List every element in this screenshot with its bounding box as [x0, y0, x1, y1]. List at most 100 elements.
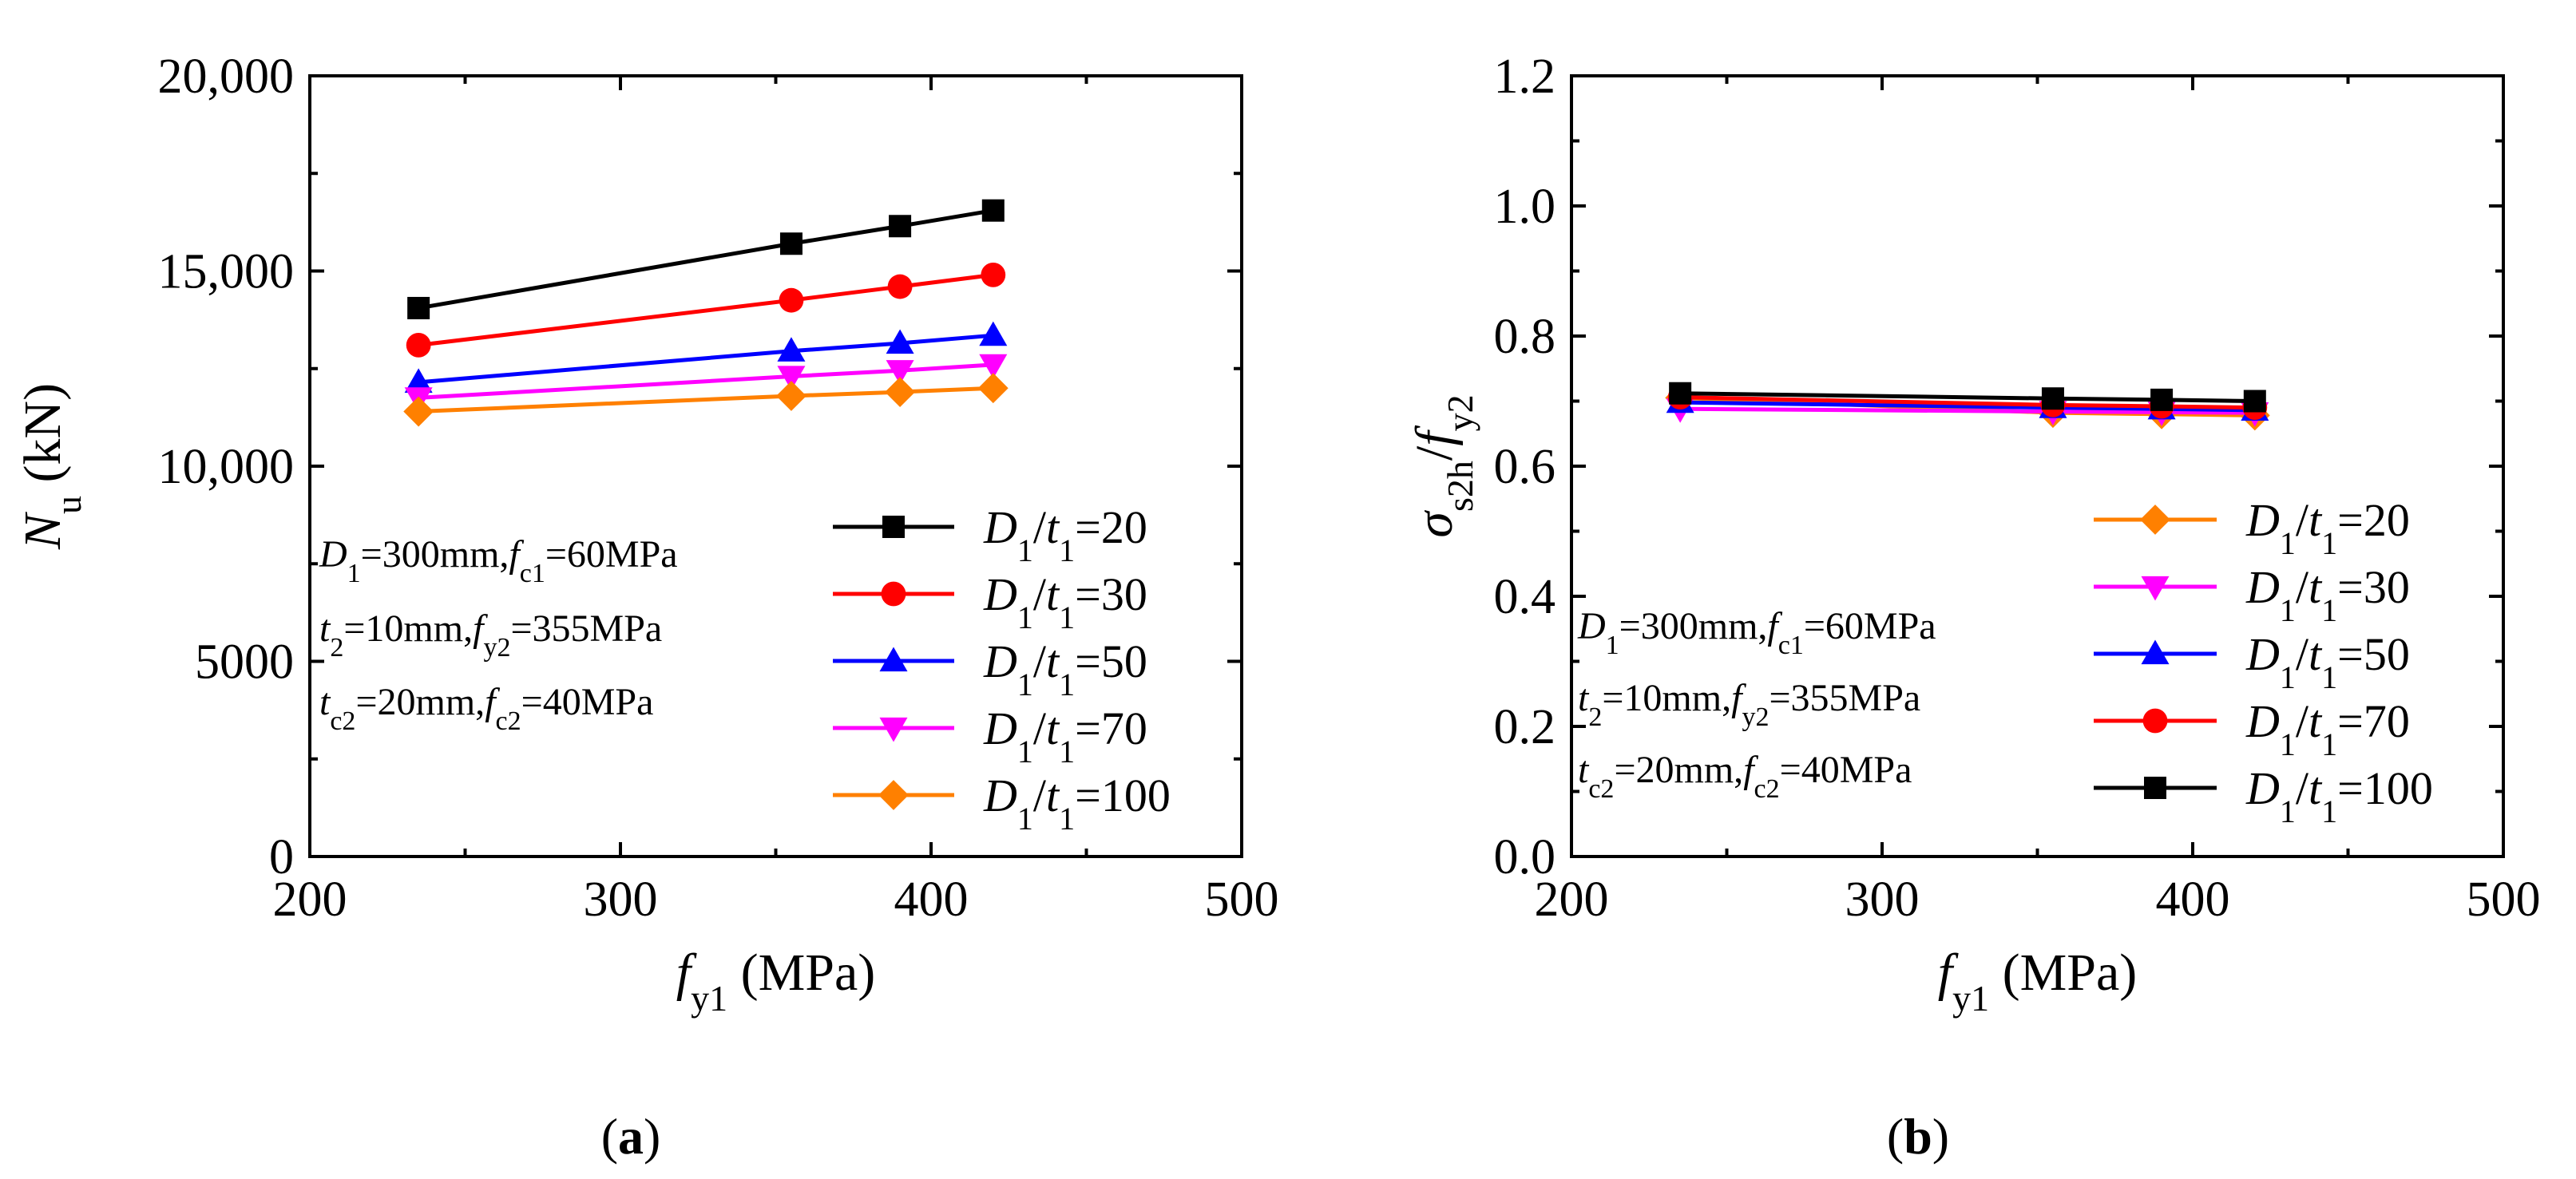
x-tick-label: 400	[894, 872, 969, 927]
series-ratio-100	[1669, 382, 2266, 413]
data-point	[2243, 390, 2266, 413]
x-tick-label: 400	[2156, 872, 2230, 927]
y-tick-label: 20,000	[158, 49, 295, 104]
y-axis-title: Nu (kN)	[14, 383, 89, 550]
y-tick-label: 15,000	[158, 245, 295, 299]
annotation-line: D1=300mm,fc1=60MPa	[1577, 605, 1936, 660]
legend-label: D1/t1=100	[983, 770, 1171, 837]
series-line	[418, 333, 994, 385]
annotation-line: t2=10mm,fy2=355MPa	[1578, 677, 1920, 732]
data-point	[979, 354, 1008, 379]
y-tick-label: 1.2	[1494, 49, 1556, 104]
legend-marker	[882, 516, 905, 538]
legend-entry: D1/t1=100	[2094, 762, 2433, 829]
legend-label: D1/t1=20	[2245, 494, 2410, 561]
legend-label: D1/t1=20	[983, 501, 1147, 568]
legend-marker	[2141, 639, 2170, 665]
data-point	[779, 287, 804, 313]
legend-label: D1/t1=50	[983, 635, 1147, 702]
series-ratio-30	[406, 262, 1006, 358]
panel-label: (a)	[601, 1108, 661, 1165]
data-point	[779, 232, 803, 255]
y-tick-label: 5000	[195, 635, 294, 690]
series-ratio-100	[403, 373, 1009, 427]
data-point	[777, 337, 806, 362]
data-point	[1669, 382, 1692, 405]
annotation-line: D1=300mm,fc1=60MPa	[319, 533, 678, 588]
data-point	[776, 381, 806, 411]
series-line	[1680, 395, 2255, 410]
x-axis-title: fy1 (MPa)	[676, 944, 876, 1019]
legend-label: D1/t1=30	[2245, 561, 2410, 628]
data-point	[407, 296, 430, 319]
data-point	[886, 360, 914, 385]
legend-entry: D1/t1=50	[833, 635, 1147, 702]
y-tick-label: 0.0	[1494, 830, 1556, 884]
y-tick-label: 0	[269, 830, 294, 884]
legend-label: D1/t1=30	[983, 568, 1147, 635]
y-tick-label: 0.4	[1494, 570, 1556, 624]
y-tick-label: 0.8	[1494, 310, 1556, 364]
legend-entry: D1/t1=70	[2094, 695, 2410, 762]
data-point	[403, 396, 434, 427]
legend-entry: D1/t1=20	[833, 501, 1147, 568]
y-tick-label: 1.0	[1494, 180, 1556, 234]
y-tick-label: 10,000	[158, 440, 295, 494]
annotation-line: t2=10mm,fy2=355MPa	[319, 607, 662, 663]
legend-entry: D1/t1=100	[833, 770, 1171, 837]
x-tick-label: 500	[2467, 872, 2541, 927]
series-line	[418, 362, 993, 400]
data-point	[886, 329, 914, 354]
series-line	[1680, 391, 2255, 403]
panel-label: (b)	[1887, 1108, 1949, 1165]
legend-marker	[878, 780, 909, 810]
y-tick-label: 0.6	[1494, 440, 1556, 494]
series-line	[1680, 406, 2255, 415]
legend-marker	[879, 647, 908, 672]
x-tick-label: 200	[1535, 872, 1609, 927]
data-point	[404, 368, 433, 393]
series-ratio-70	[404, 354, 1008, 412]
legend-entry: D1/t1=30	[2094, 561, 2410, 628]
legend-label: D1/t1=70	[983, 702, 1147, 770]
data-point	[887, 274, 913, 299]
legend-entry: D1/t1=70	[833, 702, 1147, 770]
data-point	[885, 377, 915, 407]
series-line	[418, 272, 994, 347]
x-tick-label: 500	[1205, 872, 1279, 927]
legend-marker	[2140, 504, 2170, 535]
data-point	[889, 215, 912, 238]
legend-label: D1/t1=100	[2245, 762, 2433, 829]
series-ratio-50	[404, 321, 1008, 393]
series-ratio-20	[407, 199, 1005, 319]
data-point	[2041, 387, 2064, 410]
data-point	[406, 333, 431, 358]
y-axis-title: σs2h/fy2	[1405, 394, 1480, 537]
x-tick-label: 200	[273, 872, 347, 927]
legend-marker	[2144, 777, 2166, 799]
series-line	[1680, 400, 2255, 413]
data-point	[977, 373, 1009, 404]
legend-marker	[881, 581, 906, 607]
legend-entry: D1/t1=20	[2094, 494, 2410, 561]
series-line	[418, 208, 994, 311]
y-tick-label: 0.2	[1494, 700, 1556, 754]
annotation-line: tc2=20mm,fc2=40MPa	[1578, 749, 1912, 804]
legend-marker	[2141, 576, 2170, 601]
chart-panel-b: 200 300 400 500 0.0 0.2 0.4 0.6 0.8 1.0 1.2 fy1 (MP…	[1405, 49, 2541, 1165]
legend-marker	[2142, 708, 2168, 734]
x-tick-label: 300	[1845, 872, 1920, 927]
data-point	[777, 366, 806, 391]
legend-entry: D1/t1=30	[833, 568, 1147, 635]
x-tick-label: 300	[584, 872, 658, 927]
data-point	[981, 262, 1006, 287]
data-point	[2150, 388, 2174, 411]
series-line	[418, 386, 993, 414]
data-point	[981, 199, 1005, 222]
legend-label: D1/t1=70	[2245, 695, 2410, 762]
annotation-line: tc2=20mm,fc2=40MPa	[319, 681, 653, 736]
legend-label: D1/t1=50	[2245, 628, 2410, 695]
data-point	[979, 321, 1008, 346]
